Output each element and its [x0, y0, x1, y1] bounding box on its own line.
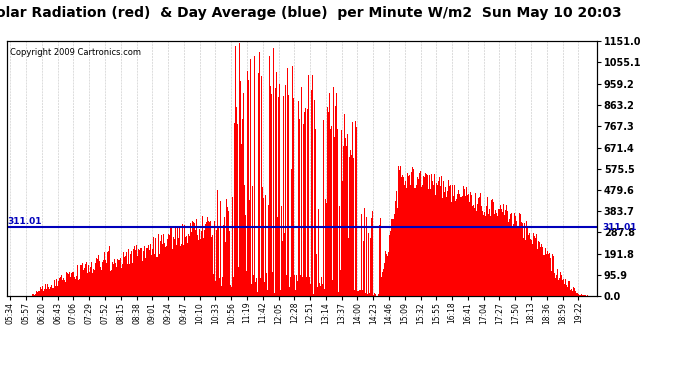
Text: Solar Radiation (red)  & Day Average (blue)  per Minute W/m2  Sun May 10 20:03: Solar Radiation (red) & Day Average (blu…	[0, 6, 622, 20]
Text: 311.01: 311.01	[8, 217, 42, 226]
Text: 311.01: 311.01	[603, 223, 638, 232]
Text: Copyright 2009 Cartronics.com: Copyright 2009 Cartronics.com	[10, 48, 141, 57]
